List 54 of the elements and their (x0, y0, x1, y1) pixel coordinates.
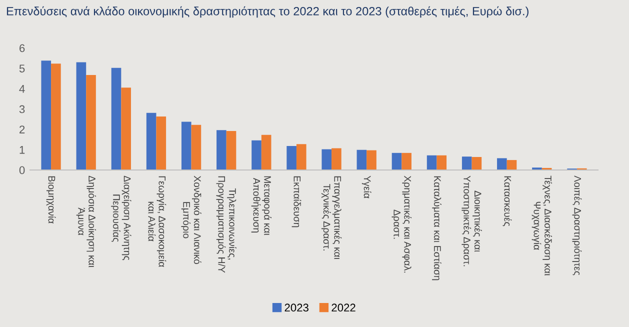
x-tick-label: Βιομηχανία (46, 176, 56, 224)
bar (41, 60, 52, 170)
x-tick-label: Λοιπές Δραστηριότητες (572, 176, 582, 276)
y-tick-label: 2 (20, 126, 25, 134)
x-tick-label: Δημόσια Διοίκηση και Άμυνα (76, 176, 96, 268)
y-tick-label: 6 (20, 44, 25, 52)
bar (296, 144, 306, 170)
bar (426, 155, 437, 170)
bar (506, 160, 517, 170)
chart-title: Επενδύσεις ανά κλάδο οικονομικής δραστηριότητας το 2022 και το 2023 (σταθερές τιμές, Ευρώ δισ.) (6, 6, 528, 18)
bar (322, 149, 332, 170)
bar (356, 150, 367, 170)
bar (226, 130, 236, 170)
x-tick-label: Τέχνες, Διασκέδαση και Ψυχαγωγία (532, 176, 552, 276)
bar (366, 150, 376, 170)
x-tick-label: Γεωργία, Δασοκομεία και Αλιεία (148, 176, 166, 267)
x-tick-label: Διοικητικές και Υποστηρικτές Δραστ. (462, 176, 482, 266)
bar (51, 64, 61, 170)
bar (462, 156, 472, 170)
x-tick-label: Εκπαίδευση (292, 176, 302, 228)
bar (402, 152, 412, 170)
bar (191, 124, 202, 170)
y-tick-label: 0 (19, 166, 25, 174)
x-tick-label: Μεταφορά και Αποθήκευση (251, 176, 272, 236)
legend-label: 2023 (284, 304, 308, 312)
x-tick-label: Επαγγελματικές και Τεχνικές Δραστ. (321, 176, 342, 260)
bar (86, 75, 96, 170)
bar (497, 158, 507, 170)
bar (156, 116, 166, 170)
legend-label: 2022 (332, 304, 356, 312)
y-tick-label: 1 (20, 146, 25, 154)
bar (216, 130, 226, 170)
x-tick-label: Χρηματικές και Ασφαλ. Δραστ. (392, 176, 412, 273)
x-tick-label: Υγεία (362, 176, 372, 198)
bar (436, 155, 447, 170)
bar (76, 62, 86, 170)
bar (332, 148, 342, 170)
bar (392, 152, 402, 170)
bar (121, 88, 131, 170)
bar (111, 68, 122, 170)
x-tick-label: Χονδρικό και Λιανικό Εμπόριο (181, 176, 202, 264)
y-tick-label: 4 (19, 85, 25, 93)
bar (181, 122, 192, 170)
bar (146, 112, 156, 170)
bar (472, 156, 482, 170)
bar (286, 146, 296, 170)
bar (252, 140, 262, 170)
bar (261, 134, 272, 170)
y-tick-label: 5 (19, 64, 25, 72)
x-tick-label: Καταλύματα και Εστίαση (432, 176, 442, 280)
x-tick-label: Διαχείριση Ακίνητης Περιουσίας (111, 176, 132, 260)
x-tick-label: Κατασκευές (502, 176, 512, 226)
y-tick-label: 3 (19, 105, 25, 114)
x-tick-label: Τηλεπικοινωνίες, Προγραμματισμός Η/Υ (216, 176, 236, 273)
